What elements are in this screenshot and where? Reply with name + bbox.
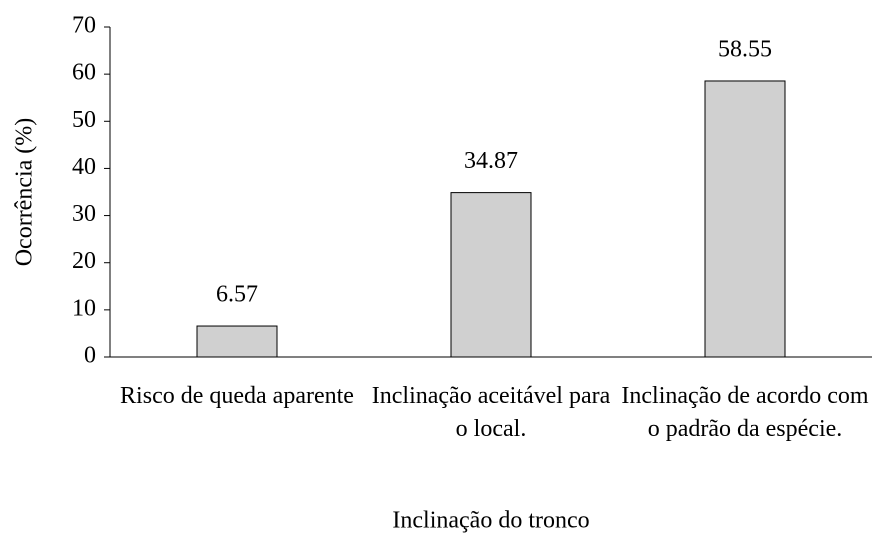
x-axis-title: Inclinação do tronco <box>392 508 589 534</box>
value-label: 6.57 <box>216 282 258 308</box>
y-tick-label: 60 <box>72 60 96 86</box>
x-tick-label: Inclinação de acordo com o padrão da esp… <box>621 383 869 442</box>
value-label: 58.55 <box>718 36 772 62</box>
y-tick-label: 40 <box>72 154 96 180</box>
y-tick-label: 30 <box>72 201 96 227</box>
y-tick-label: 0 <box>84 343 96 369</box>
x-tick-label: Risco de queda aparente <box>120 383 354 409</box>
y-axis-title: Ocorrência (%) <box>12 118 38 267</box>
y-tick-label: 20 <box>72 248 96 274</box>
y-tick-label: 10 <box>72 295 96 321</box>
bar <box>196 325 278 358</box>
y-tick-label: 70 <box>72 13 96 39</box>
bar <box>450 192 532 358</box>
value-label: 34.87 <box>464 148 518 174</box>
bar <box>704 80 786 358</box>
y-tick-label: 50 <box>72 107 96 133</box>
x-tick-label: Inclinação aceitável para o local. <box>371 383 611 442</box>
